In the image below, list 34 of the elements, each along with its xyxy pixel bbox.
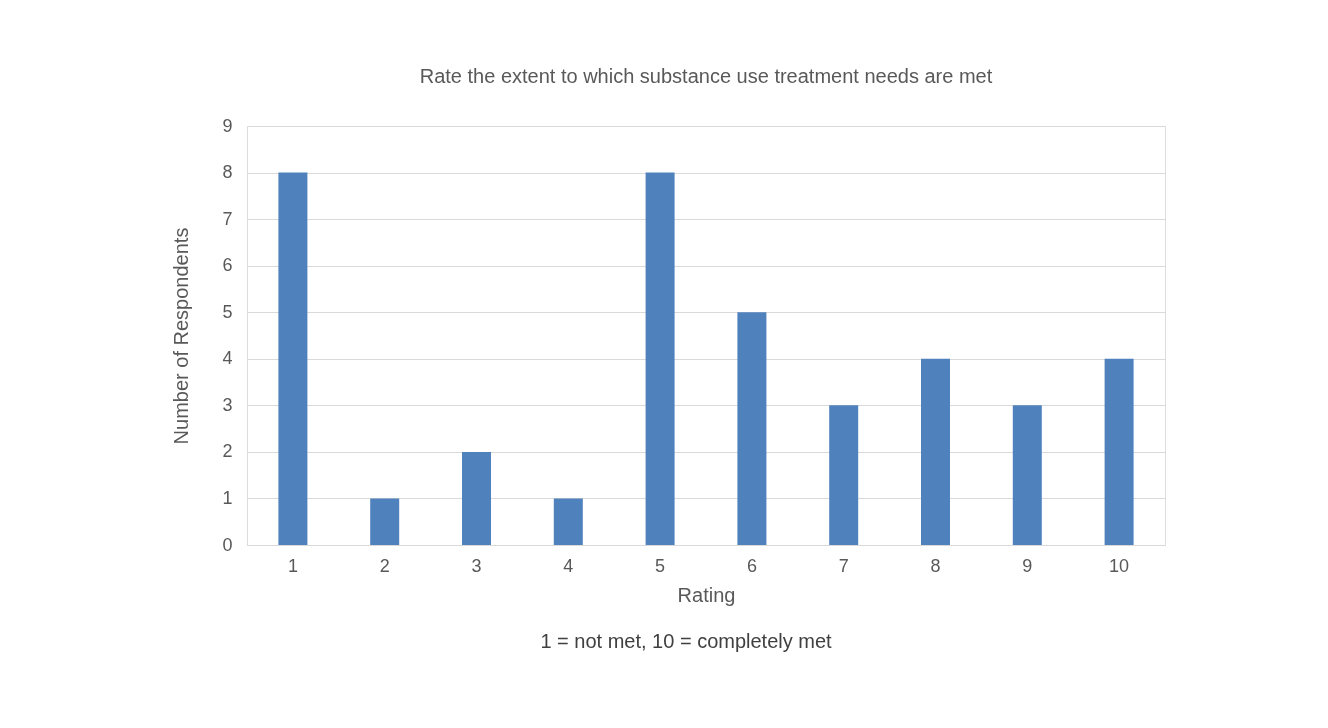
bar <box>1012 405 1042 545</box>
x-tick-label: 6 <box>746 555 757 576</box>
y-tick-label: 5 <box>222 301 233 322</box>
y-tick-label: 1 <box>222 487 233 508</box>
bar <box>829 405 859 545</box>
chart-title: Rate the extent to which substance use treatment needs are met <box>419 65 993 87</box>
bar <box>370 498 400 545</box>
x-tick-label: 9 <box>1022 555 1033 576</box>
bar <box>645 172 675 545</box>
x-tick-label: 2 <box>379 555 390 576</box>
bar <box>1104 358 1134 545</box>
y-tick-label: 7 <box>222 208 233 229</box>
x-tick-label: 5 <box>655 555 666 576</box>
y-tick-label: 4 <box>222 348 233 369</box>
y-axis-title: Number of Respondents <box>170 227 193 445</box>
bar <box>553 498 583 545</box>
y-tick-label: 2 <box>222 441 233 462</box>
y-tick-label: 3 <box>222 394 233 415</box>
bar <box>278 172 308 545</box>
x-tick-label: 4 <box>563 555 574 576</box>
text: 1 = not met, 10 = completely met <box>540 630 833 652</box>
x-tick-label: 1 <box>287 555 298 576</box>
bar <box>737 312 767 545</box>
y-tick-label: 0 <box>222 534 233 555</box>
x-tick-label: 10 <box>1109 555 1130 576</box>
x-tick-label: 7 <box>838 555 849 576</box>
x-tick-label: 8 <box>930 555 941 576</box>
y-tick-label: 8 <box>222 162 233 183</box>
bar <box>462 451 491 545</box>
y-tick-label: 6 <box>222 255 233 276</box>
bar <box>921 358 950 545</box>
y-tick-label: 9 <box>222 115 233 136</box>
x-axis-title: Rating <box>677 583 736 606</box>
x-tick-label: 3 <box>471 555 482 576</box>
